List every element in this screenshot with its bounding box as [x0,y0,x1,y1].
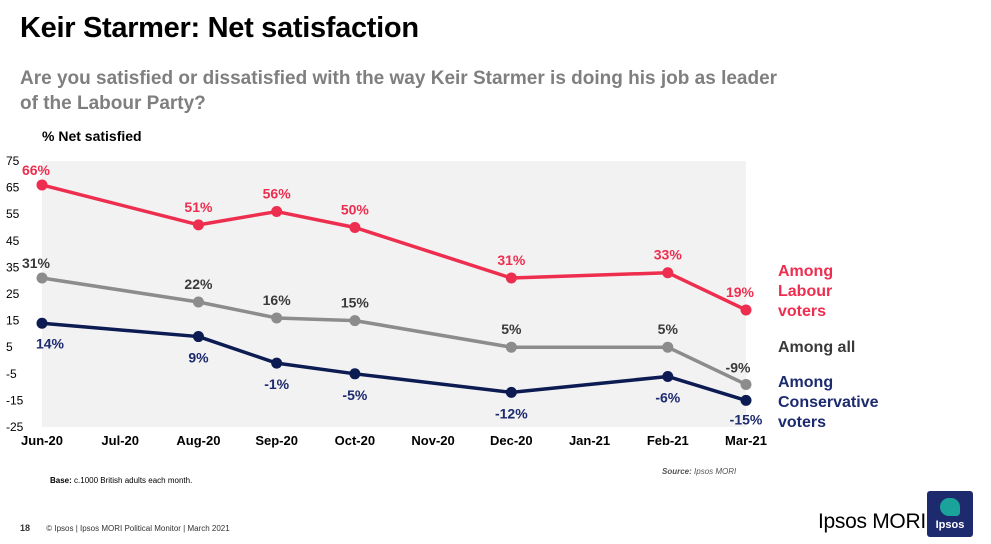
data-label: -12% [495,405,528,421]
data-label: 5% [658,321,679,337]
x-tick-label: Sep-20 [255,433,298,448]
legend-labour: Among Labour voters [778,263,834,320]
plot-background [42,161,746,427]
x-tick-label: Mar-21 [725,433,767,448]
data-point [271,312,283,324]
y-tick-label: 55 [6,207,20,221]
data-point [740,304,752,316]
data-label: 9% [188,350,209,366]
data-label: 31% [497,252,526,268]
data-label: 14% [36,335,65,351]
data-point [662,370,674,382]
y-tick-label: -15 [6,393,24,407]
legend-conservative: Among Conservative voters [778,374,879,431]
y-tick-label: 75 [6,154,20,168]
data-point [349,315,361,327]
data-label: 15% [341,295,370,311]
data-point [662,341,674,353]
x-tick-label: Nov-20 [411,433,454,448]
ipsos-logo: Ipsos [927,491,973,537]
data-point [271,206,283,218]
x-tick-label: Oct-20 [335,433,375,448]
data-point [740,378,752,390]
data-point [505,272,517,284]
page-number: 18 [20,523,31,533]
x-tick-label: Jan-21 [569,433,610,448]
logo-mark-icon [940,498,960,516]
source-note: Source: Ipsos MORI [662,467,736,476]
data-label: 50% [341,202,370,218]
data-label: 66% [22,162,51,178]
data-label: 51% [184,199,213,215]
data-label: 19% [726,284,755,300]
x-tick-label: Jun-20 [21,433,63,448]
data-label: -9% [726,359,751,375]
logo-text: Ipsos [935,519,965,531]
y-tick-label: 35 [6,260,20,274]
chart-title: Keir Starmer: Net satisfaction [20,12,419,44]
data-point [505,386,517,398]
y-tick-label: -5 [6,367,17,381]
data-point [36,317,48,329]
data-point [192,296,204,308]
data-label: 56% [263,186,292,202]
source-text: Ipsos MORI [691,467,737,476]
y-tick-label: 65 [6,181,20,195]
data-point [192,331,204,343]
x-tick-label: Jul-20 [101,433,139,448]
base-note: Base: c.1000 British adults each month. [50,476,192,485]
data-point [662,267,674,279]
source-label: Source: [662,467,692,476]
data-point [192,219,204,231]
data-label: 16% [263,292,292,308]
footer-text: © Ipsos | Ipsos MORI Political Monitor |… [46,524,230,533]
data-label: 33% [654,247,683,263]
data-label: -1% [264,376,289,392]
data-point [36,272,48,284]
brand-name: Ipsos MORI [818,510,926,533]
data-point [271,357,283,369]
x-tick-label: Feb-21 [647,433,689,448]
data-label: 31% [22,255,51,271]
data-label: 5% [501,321,522,337]
legend-all: Among all [778,339,856,356]
data-point [505,341,517,353]
data-label: -5% [342,387,367,403]
data-label: 22% [184,276,213,292]
data-point [349,368,361,380]
y-tick-label: 25 [6,287,20,301]
base-text: c.1000 British adults each month. [71,476,193,485]
data-point [36,179,48,191]
data-label: -6% [655,389,680,405]
y-axis-label: % Net satisfied [42,128,142,144]
data-label: -15% [730,411,763,427]
y-tick-label: 15 [6,314,20,328]
y-tick-label: -25 [6,420,24,434]
y-tick-label: 5 [6,340,13,354]
x-tick-label: Dec-20 [490,433,533,448]
data-point [349,222,361,233]
chart-subtitle: Are you satisfied or dissatisfied with t… [20,68,778,114]
footer: 18 © Ipsos | Ipsos MORI Political Monito… [20,523,230,533]
data-point [740,394,752,406]
base-label: Base: [50,476,72,485]
x-tick-label: Aug-20 [176,433,220,448]
y-tick-label: 45 [6,234,20,248]
